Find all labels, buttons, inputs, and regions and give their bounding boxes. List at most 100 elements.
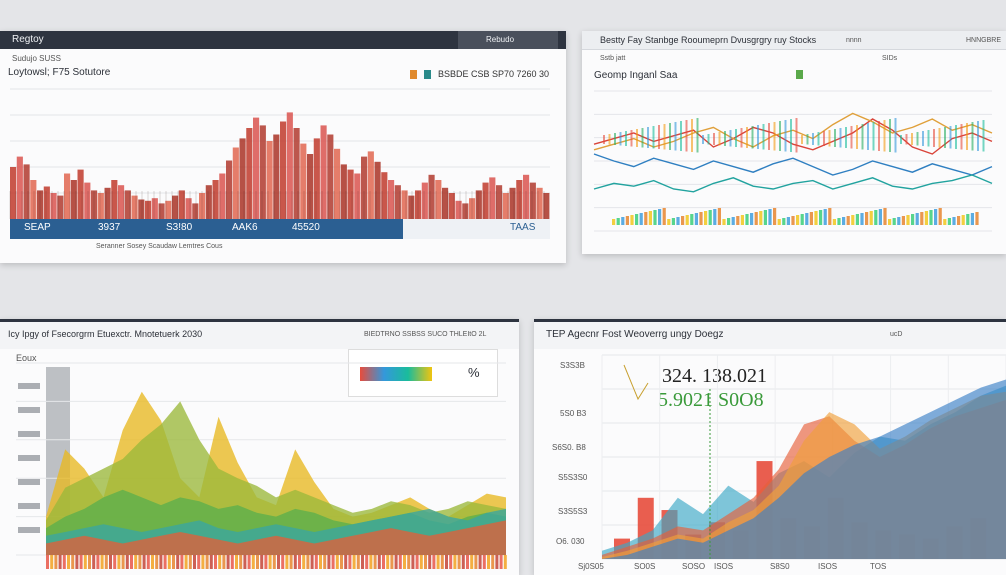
panel-2-title: Bestty Fay Stanbge Rooumeprn Dvusgrgry r… xyxy=(600,35,817,45)
x-tick-2: SO0S xyxy=(634,562,656,571)
bar xyxy=(340,164,347,219)
bottom-bar xyxy=(138,555,142,569)
volume-bar xyxy=(957,216,961,225)
line-chart xyxy=(593,90,993,232)
volume-bar xyxy=(612,219,616,225)
bar xyxy=(239,138,246,219)
volume-bar xyxy=(791,216,795,225)
volume-bar xyxy=(750,213,754,225)
bottom-bar xyxy=(197,555,201,569)
bottom-bar xyxy=(172,555,175,569)
volume-bar xyxy=(878,209,882,225)
volume-bar xyxy=(961,215,965,225)
bar xyxy=(482,182,489,219)
panel-3-header-right: BIEDTRNO SSBSS SUCO THLEItO 2L xyxy=(364,331,487,338)
bottom-bar xyxy=(310,555,314,569)
bar xyxy=(178,190,185,219)
bottom-bar xyxy=(445,555,448,569)
volume-bar xyxy=(947,218,951,225)
bar xyxy=(327,134,334,219)
bar xyxy=(367,151,374,219)
bar xyxy=(502,193,509,219)
bottom-bar xyxy=(214,555,217,569)
bar xyxy=(84,182,91,219)
bottom-bar xyxy=(386,555,390,569)
footer-value-3: S3!80 xyxy=(166,222,193,233)
bottom-bar xyxy=(361,555,364,569)
x-tick-7: TOS xyxy=(870,562,887,571)
volume-bar xyxy=(662,208,666,225)
bottom-bar xyxy=(281,555,285,569)
bottom-bar xyxy=(344,555,348,569)
volume-bar xyxy=(777,219,781,225)
y-tick-1: S3S3B xyxy=(560,361,585,370)
panel-1-tab[interactable]: Regtoy xyxy=(12,34,44,45)
bar xyxy=(111,180,118,219)
panel-1-footer-right xyxy=(403,219,550,239)
x-tick-4: ISOS xyxy=(714,562,734,571)
bar xyxy=(219,173,226,219)
bottom-bar xyxy=(88,555,91,569)
bottom-bar xyxy=(323,555,327,569)
volume-bar xyxy=(685,215,689,225)
y-tick-mark xyxy=(18,527,40,533)
bottom-bar xyxy=(403,555,406,569)
y-tick-mark xyxy=(18,455,40,461)
volume-bar xyxy=(865,212,869,225)
panel-3-legend-strip xyxy=(360,367,432,381)
series-line-blue xyxy=(593,153,993,176)
volume-bar xyxy=(851,215,855,225)
bottom-bar xyxy=(407,555,411,569)
bottom-bar xyxy=(130,555,133,569)
volume-bar xyxy=(966,214,970,225)
panel-3-y-label-top: Eoux xyxy=(16,353,37,363)
bottom-bar xyxy=(239,555,243,569)
bar xyxy=(131,195,138,219)
panel-1-header-right[interactable]: Rebudo xyxy=(486,35,515,44)
bottom-bar xyxy=(125,555,129,569)
bottom-bar xyxy=(134,555,138,569)
bottom-bar xyxy=(226,555,230,569)
volume-bar xyxy=(819,210,823,225)
volume-bar xyxy=(869,211,873,225)
bar xyxy=(435,180,442,219)
volume-bar xyxy=(814,211,818,225)
bottom-bar xyxy=(235,555,238,569)
panel-1-footer-small: Seranner Sosey Scaudaw Lemtres Cous xyxy=(96,243,223,250)
bar xyxy=(199,193,206,219)
bar xyxy=(293,128,300,219)
volume-bar xyxy=(704,211,708,225)
bottom-bar xyxy=(352,555,356,569)
volume-bar xyxy=(658,209,662,225)
panel-4-topbar xyxy=(534,319,1006,349)
bar xyxy=(448,193,455,219)
bottom-bar xyxy=(411,555,415,569)
bottom-bar xyxy=(92,555,96,569)
bottom-bar xyxy=(377,555,381,569)
bottom-bar xyxy=(440,555,444,569)
annotation-line xyxy=(623,364,649,401)
bottom-bar xyxy=(50,555,54,569)
volume-bar xyxy=(722,219,726,225)
panel-1-legend-text: BSBDE CSB SP70 7260 30 xyxy=(438,69,550,79)
bottom-bar xyxy=(113,555,117,569)
bottom-bar xyxy=(79,555,83,569)
y-tick-mark xyxy=(18,431,40,437)
volume-bar xyxy=(929,210,933,225)
bar xyxy=(50,193,57,219)
bar xyxy=(165,200,172,219)
legend-swatch-teal xyxy=(424,70,431,79)
volume-bar xyxy=(924,211,928,225)
bar xyxy=(259,125,266,219)
bar xyxy=(118,185,125,219)
bar xyxy=(496,185,503,219)
bar xyxy=(415,190,422,219)
volume-bar xyxy=(713,209,717,225)
volume-bar xyxy=(635,214,639,225)
volume-bar xyxy=(800,214,804,225)
volume-bar xyxy=(731,217,735,225)
bottom-bar xyxy=(373,555,377,569)
bar xyxy=(462,203,469,219)
bottom-bar xyxy=(75,555,79,569)
volume-bar xyxy=(809,212,813,225)
